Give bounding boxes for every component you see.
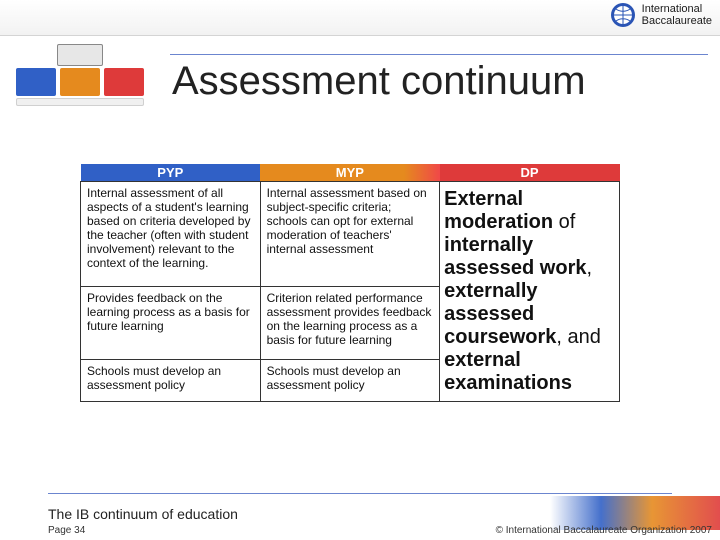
dp-cell: External moderation of internally assess…: [440, 182, 620, 402]
footer-rule: [48, 493, 672, 494]
pyp-row3: Schools must develop an assessment polic…: [81, 360, 261, 402]
slide-title: Assessment continuum: [172, 58, 586, 104]
slide: International Baccalaureate Assessment c…: [0, 0, 720, 540]
col-header-pyp: PYP: [81, 164, 261, 182]
dp-t2: ,: [586, 257, 592, 279]
dp-kw2: internally assessed work: [444, 234, 586, 279]
dp-t3: , and: [556, 326, 600, 348]
continuum-table: PYP MYP DP Internal assessment of all as…: [80, 164, 620, 402]
ib-logo: International Baccalaureate: [610, 2, 712, 28]
col-header-myp: MYP: [260, 164, 440, 182]
logo-line1: International: [642, 3, 712, 15]
three-programmes-icon: [16, 44, 144, 108]
pyp-row1: Internal assessment of all aspects of a …: [81, 182, 261, 287]
ib-globe-icon: [610, 2, 636, 28]
logo-line2: Baccalaureate: [642, 15, 712, 27]
dp-t1: of: [553, 211, 575, 233]
dp-kw4: external examinations: [444, 349, 572, 394]
myp-row2: Criterion related performance assessment…: [260, 286, 440, 359]
footer-continuum: The IB continuum of education: [48, 506, 238, 522]
footer-page: Page 34: [48, 525, 85, 536]
dp-kw3: externally assessed coursework: [444, 280, 556, 348]
pyp-row2: Provides feedback on the learning proces…: [81, 286, 261, 359]
header-rule: [170, 54, 708, 55]
myp-row1: Internal assessment based on subject-spe…: [260, 182, 440, 287]
table-row: Internal assessment of all aspects of a …: [81, 182, 620, 287]
dp-kw1: External moderation: [444, 188, 553, 233]
myp-row3: Schools must develop an assessment polic…: [260, 360, 440, 402]
footer-copyright: © International Baccalaureate Organizati…: [496, 525, 712, 536]
col-header-dp: DP: [440, 164, 620, 182]
table-header-row: PYP MYP DP: [81, 164, 620, 182]
